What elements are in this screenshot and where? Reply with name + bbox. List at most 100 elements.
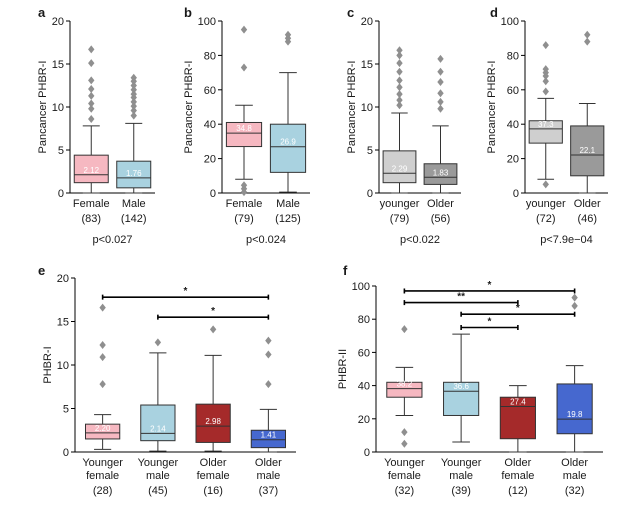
category-label: female	[197, 470, 230, 482]
box-1: 2.14	[140, 338, 176, 452]
box-iqr	[225, 121, 263, 148]
outlier-point	[240, 25, 248, 34]
median-label: 2.20	[95, 424, 111, 433]
category-n: (72)	[536, 213, 556, 225]
box-1: 1.83	[423, 54, 458, 194]
y-tick-label: 60	[204, 85, 216, 97]
median-label: 26.9	[280, 138, 296, 147]
category-n: (46)	[577, 213, 597, 225]
y-tick-label: 0	[63, 447, 69, 459]
category-n: (16)	[203, 485, 223, 497]
category-label: younger	[526, 198, 566, 210]
outlier-point	[130, 102, 137, 111]
outlier-point	[401, 439, 408, 448]
y-tick-label: 100	[198, 16, 216, 28]
outlier-point	[437, 97, 444, 106]
outlier-point	[130, 106, 137, 115]
box-0: 2.20	[84, 303, 121, 450]
outlier-point	[88, 99, 95, 108]
category-n: (39)	[451, 485, 471, 497]
y-tick-label: 15	[52, 59, 64, 71]
outlier-point	[88, 84, 95, 93]
outlier-point	[571, 293, 578, 302]
panel-letter: a	[38, 5, 46, 20]
median-label: 2.14	[150, 424, 166, 433]
outlier-point	[396, 59, 403, 68]
y-tick-label: 40	[507, 119, 519, 131]
y-tick-label: 5	[58, 145, 64, 157]
outlier-point	[437, 89, 444, 98]
category-label: Younger	[441, 457, 482, 469]
median-label: 37.3	[538, 120, 554, 129]
category-n: (83)	[81, 213, 101, 225]
significance-label: *	[211, 306, 215, 317]
y-tick-label: 20	[507, 154, 519, 166]
category-label: Younger	[138, 457, 179, 469]
box-0: 38.2	[386, 325, 423, 448]
category-label: female	[388, 470, 421, 482]
outlier-point	[542, 77, 549, 86]
box-1: 36.6	[443, 333, 480, 443]
y-tick-label: 60	[507, 85, 519, 97]
box-1: 26.9	[269, 30, 307, 193]
box-iqr	[84, 423, 121, 440]
p-value: p<0.022	[400, 234, 440, 246]
category-label: Younger	[82, 457, 123, 469]
significance-label: *	[488, 280, 492, 291]
box-iqr	[116, 160, 152, 189]
outlier-point	[130, 81, 137, 90]
y-tick-label: 0	[210, 188, 216, 200]
outlier-point	[240, 181, 248, 190]
outlier-point	[154, 338, 162, 347]
box-iqr	[269, 123, 307, 173]
box-1: 1.76	[116, 73, 152, 194]
y-tick-label: 80	[358, 314, 370, 326]
box-0: 34.8	[225, 25, 263, 197]
outlier-point	[88, 104, 95, 113]
y-tick-label: 100	[501, 16, 519, 28]
box-iqr	[528, 120, 563, 144]
y-tick-label: 20	[52, 16, 64, 28]
category-n: (12)	[508, 485, 528, 497]
category-n: (79)	[390, 213, 410, 225]
category-n: (79)	[234, 213, 254, 225]
box-iqr	[423, 163, 458, 185]
panel-letter: d	[490, 5, 498, 20]
outlier-point	[396, 90, 403, 99]
y-tick-label: 80	[507, 50, 519, 62]
panel-e: e05101520PHBR-I2.20Youngerfemale(28)2.14…	[38, 263, 296, 497]
outlier-point	[396, 101, 403, 110]
panel-letter: c	[347, 5, 354, 20]
y-tick-label: 80	[204, 50, 216, 62]
category-label: female	[86, 470, 119, 482]
box-0: 37.3	[528, 41, 563, 189]
panel-d: d 0 20 40 60 80 100 Pancancer PHBR-I 37.3 younger…	[486, 5, 608, 246]
median-label: 2.98	[205, 417, 221, 426]
median-label: 36.6	[453, 382, 469, 391]
category-label: male	[146, 470, 170, 482]
box-iqr	[140, 404, 176, 442]
outlier-point	[437, 54, 444, 63]
p-value: p<0.024	[246, 234, 286, 246]
category-label: younger	[380, 198, 420, 210]
category-n: (56)	[431, 213, 451, 225]
box-2: 2.98	[195, 325, 231, 452]
median-label: 38.2	[397, 380, 413, 389]
outlier-point	[88, 115, 95, 124]
outlier-point	[99, 353, 106, 362]
panel-c: c 0 5 10 15 20 Pancancer PHBR-I 2.29 younger (79)…	[346, 5, 461, 246]
panel-letter: e	[38, 263, 45, 278]
y-tick-label: 40	[204, 119, 216, 131]
box-1: 22.1	[570, 30, 605, 194]
y-tick-label: 20	[57, 273, 69, 285]
median-label: 1.83	[433, 168, 449, 177]
y-tick-label: 15	[57, 317, 69, 329]
significance-label: **	[457, 292, 465, 303]
box-3: 1.41	[250, 336, 287, 453]
box-iqr	[195, 403, 231, 443]
outlier-point	[542, 65, 549, 74]
median-label: 1.41	[261, 431, 277, 440]
y-tick-label: 0	[58, 188, 64, 200]
